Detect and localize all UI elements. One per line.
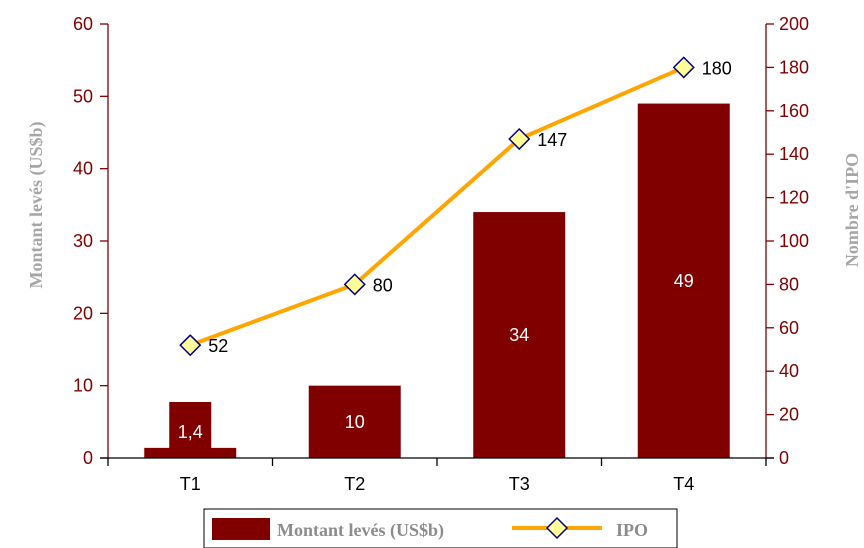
- left-tick-label: 50: [73, 86, 93, 106]
- legend-bar-swatch: [212, 518, 270, 540]
- bar-data-label: 10: [345, 412, 365, 432]
- ipo-point: [672, 56, 695, 79]
- legend-line-marker: [545, 516, 569, 540]
- left-tick-label: 40: [73, 159, 93, 179]
- ipo-data-label: 80: [373, 275, 393, 295]
- ipo-line: [189, 65, 685, 348]
- right-tick-label: 100: [779, 231, 809, 251]
- right-tick-label: 160: [779, 101, 809, 121]
- bar-data-label: 34: [509, 325, 529, 345]
- right-tick-label: 200: [779, 14, 809, 34]
- right-tick-label: 40: [779, 361, 799, 381]
- x-tick-label: T2: [344, 474, 365, 494]
- right-axis-title: Nombre d'IPO: [842, 153, 862, 267]
- right-tick-label: 180: [779, 57, 809, 77]
- right-y-axis: 0 20 40 60 80 100 120 140 160 180 200: [765, 14, 809, 468]
- ipo-data-label: 52: [208, 336, 228, 356]
- bar-label-box: [169, 402, 212, 458]
- ipo-data-label: 147: [537, 130, 567, 150]
- bar: [473, 212, 566, 458]
- legend: Montant levés (US$b) IPO: [203, 508, 678, 548]
- line-series: 52 80 147 180: [179, 56, 732, 357]
- ipo-point: [179, 334, 202, 357]
- x-tick-label: T4: [673, 474, 694, 494]
- left-tick-label: 30: [73, 231, 93, 251]
- bar: [637, 103, 730, 459]
- left-y-axis: 0 10 20 30 40 50 60: [73, 14, 109, 468]
- ipo-data-label: 180: [702, 58, 732, 78]
- right-tick-label: 60: [779, 318, 799, 338]
- legend-line-label: IPO: [616, 520, 648, 540]
- right-tick-label: 20: [779, 405, 799, 425]
- bar-data-label: 49: [674, 271, 694, 291]
- left-tick-label: 20: [73, 303, 93, 323]
- right-tick-label: 0: [779, 448, 789, 468]
- bar-series: 1,4 10 34 49: [144, 103, 730, 459]
- x-axis: T1 T2 T3 T4: [100, 457, 774, 494]
- left-axis-title: Montant levés (US$b): [26, 122, 47, 289]
- left-tick-label: 60: [73, 14, 93, 34]
- left-tick-label: 10: [73, 376, 93, 396]
- ipo-point: [343, 273, 366, 296]
- x-tick-label: T3: [509, 474, 530, 494]
- bar: [308, 385, 401, 458]
- right-tick-label: 140: [779, 144, 809, 164]
- left-tick-label: 0: [83, 448, 93, 468]
- legend-bar-label: Montant levés (US$b): [277, 520, 444, 541]
- x-tick-label: T1: [180, 474, 201, 494]
- right-tick-label: 120: [779, 188, 809, 208]
- right-tick-label: 80: [779, 274, 799, 294]
- bar-data-label: 1,4: [178, 422, 203, 442]
- ipo-point: [508, 127, 531, 151]
